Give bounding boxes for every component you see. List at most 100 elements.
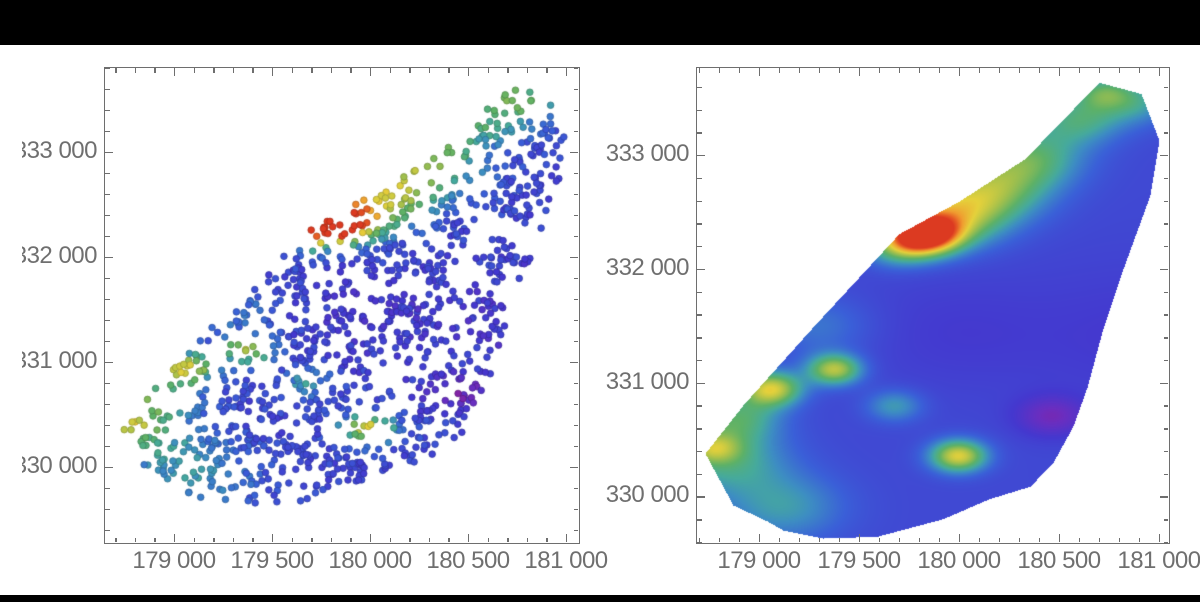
scatter-plot-tick xyxy=(105,488,110,490)
scatter-plot-tick xyxy=(573,509,578,511)
density-plot-tick xyxy=(1039,537,1041,542)
density-plot-y-label-clip: 331 000 xyxy=(606,369,689,397)
scatter-plot-tick xyxy=(115,68,117,73)
density-plot-tick xyxy=(697,519,702,521)
density-plot-tick xyxy=(699,537,701,542)
scatter-plot-y-label-clip: 330 000 xyxy=(22,453,97,481)
scatter-plot-tick xyxy=(573,383,578,385)
density-plot-tick xyxy=(1059,68,1061,76)
density-plot-tick xyxy=(819,537,821,542)
density-plot-tick xyxy=(1159,68,1161,76)
scatter-plot-tick xyxy=(105,236,110,238)
scatter-plot-tick xyxy=(573,278,578,280)
scatter-plot-tick xyxy=(213,68,215,73)
density-plot-tick xyxy=(1163,519,1168,521)
scatter-plot-tick xyxy=(134,537,137,542)
scatter-plot-x-tick-label: 180 000 xyxy=(328,547,412,574)
scatter-plot-tick xyxy=(389,68,391,73)
density-plot-tick xyxy=(1163,246,1168,248)
scatter-plot-tick xyxy=(105,530,110,532)
scatter-plot-tick xyxy=(573,236,578,238)
scatter-plot-tick xyxy=(468,68,470,76)
scatter-plot-tick xyxy=(448,68,450,73)
scatter-plot-tick xyxy=(507,537,509,542)
scatter-plot-tick xyxy=(105,320,110,322)
scatter-plot-x-tick-label: 179 500 xyxy=(230,547,314,574)
scatter-plot-y-label-clip: 331 000 xyxy=(22,348,97,376)
scatter-plot-tick xyxy=(389,537,391,542)
density-plot-y-label-clip: 333 000 xyxy=(606,141,689,169)
scatter-plot-tick xyxy=(573,488,578,490)
density-plot-tick xyxy=(697,359,702,362)
scatter-plot-tick xyxy=(105,131,110,133)
density-plot-tick xyxy=(699,68,701,73)
density-plot-y-label-clip: 330 000 xyxy=(606,482,689,510)
scatter-plot-tick xyxy=(526,68,529,73)
density-plot-tick xyxy=(779,68,781,73)
bottom-letterbox-bar xyxy=(0,595,1200,602)
scatter-plot-tick xyxy=(154,68,156,73)
density-plot-y-tick-label: 330 000 xyxy=(606,482,689,509)
density-plot-tick xyxy=(697,132,702,134)
density-plot-tick xyxy=(1160,382,1168,385)
scatter-plot-tick xyxy=(573,215,578,217)
density-plot-tick xyxy=(779,537,781,542)
density-plot-tick xyxy=(1163,132,1168,134)
density-plot-tick xyxy=(759,68,761,76)
scatter-plot-tick xyxy=(546,537,548,542)
scatter-plot-tick xyxy=(105,341,110,343)
density-plot-tick xyxy=(999,537,1001,542)
density-plot-tick xyxy=(697,246,702,248)
density-plot-tick xyxy=(979,537,981,542)
density-plot-tick xyxy=(1160,268,1168,271)
density-plot-tick xyxy=(1160,155,1168,157)
density-plot-tick xyxy=(697,382,705,385)
scatter-plot-tick xyxy=(370,534,372,542)
density-plot-tick xyxy=(1119,68,1121,73)
scatter-plot-tick xyxy=(573,341,578,343)
density-plot-tick xyxy=(697,155,705,157)
scatter-plot-tick xyxy=(105,404,110,406)
density-plot-x-tick-label: 180 500 xyxy=(1017,547,1101,574)
density-plot-tick xyxy=(959,534,961,542)
scatter-plot-tick xyxy=(409,68,411,73)
scatter-plot-tick xyxy=(105,257,113,259)
scatter-plot-tick xyxy=(507,68,509,73)
density-plot-tick xyxy=(697,314,702,316)
scatter-plot-tick xyxy=(105,89,110,91)
density-plot-y-tick-label: 331 000 xyxy=(606,368,689,395)
density-plot-tick xyxy=(697,473,702,476)
scatter-plot-tick xyxy=(409,537,411,542)
density-plot-tick xyxy=(1163,337,1168,339)
scatter-plot-tick xyxy=(105,194,110,196)
density-plot-x-tick-label: 179 500 xyxy=(817,547,901,574)
scatter-plot-x-tick-label: 179 000 xyxy=(132,547,216,574)
density-plot-tick xyxy=(697,268,705,271)
scatter-plot-tick xyxy=(573,194,578,196)
scatter-plot-tick xyxy=(105,467,113,469)
density-plot-tick xyxy=(1163,314,1168,316)
scatter-plot-tick xyxy=(105,362,113,364)
density-plot-tick xyxy=(979,68,981,73)
scatter-plot-tick xyxy=(311,537,313,542)
scatter-plot-tick xyxy=(573,320,578,322)
scatter-plot-x-tick-label: 181 000 xyxy=(524,547,608,574)
scatter-plot-tick xyxy=(468,534,470,542)
scatter-plot-tick xyxy=(105,152,113,154)
density-plot-tick xyxy=(697,223,702,225)
scatter-plot-tick xyxy=(252,537,254,542)
scatter-plot-x-tick-label: 180 500 xyxy=(426,547,510,574)
density-plot-y-label-clip: 332 000 xyxy=(606,255,689,283)
density-plot-tick xyxy=(759,534,761,542)
density-plot-tick xyxy=(1099,68,1101,73)
density-plot-tick xyxy=(697,405,702,407)
density-plot-tick xyxy=(1163,291,1168,294)
density-plot-tick xyxy=(899,68,901,73)
scatter-plot-tick xyxy=(428,537,431,542)
scatter-plot-tick xyxy=(573,404,578,406)
scatter-plot-tick xyxy=(566,534,568,542)
scatter-plot-tick xyxy=(487,537,490,542)
scatter-plot-tick xyxy=(173,68,176,76)
density-plot-tick xyxy=(697,337,702,339)
scatter-plot-y-label-clip: 333 000 xyxy=(22,138,97,166)
